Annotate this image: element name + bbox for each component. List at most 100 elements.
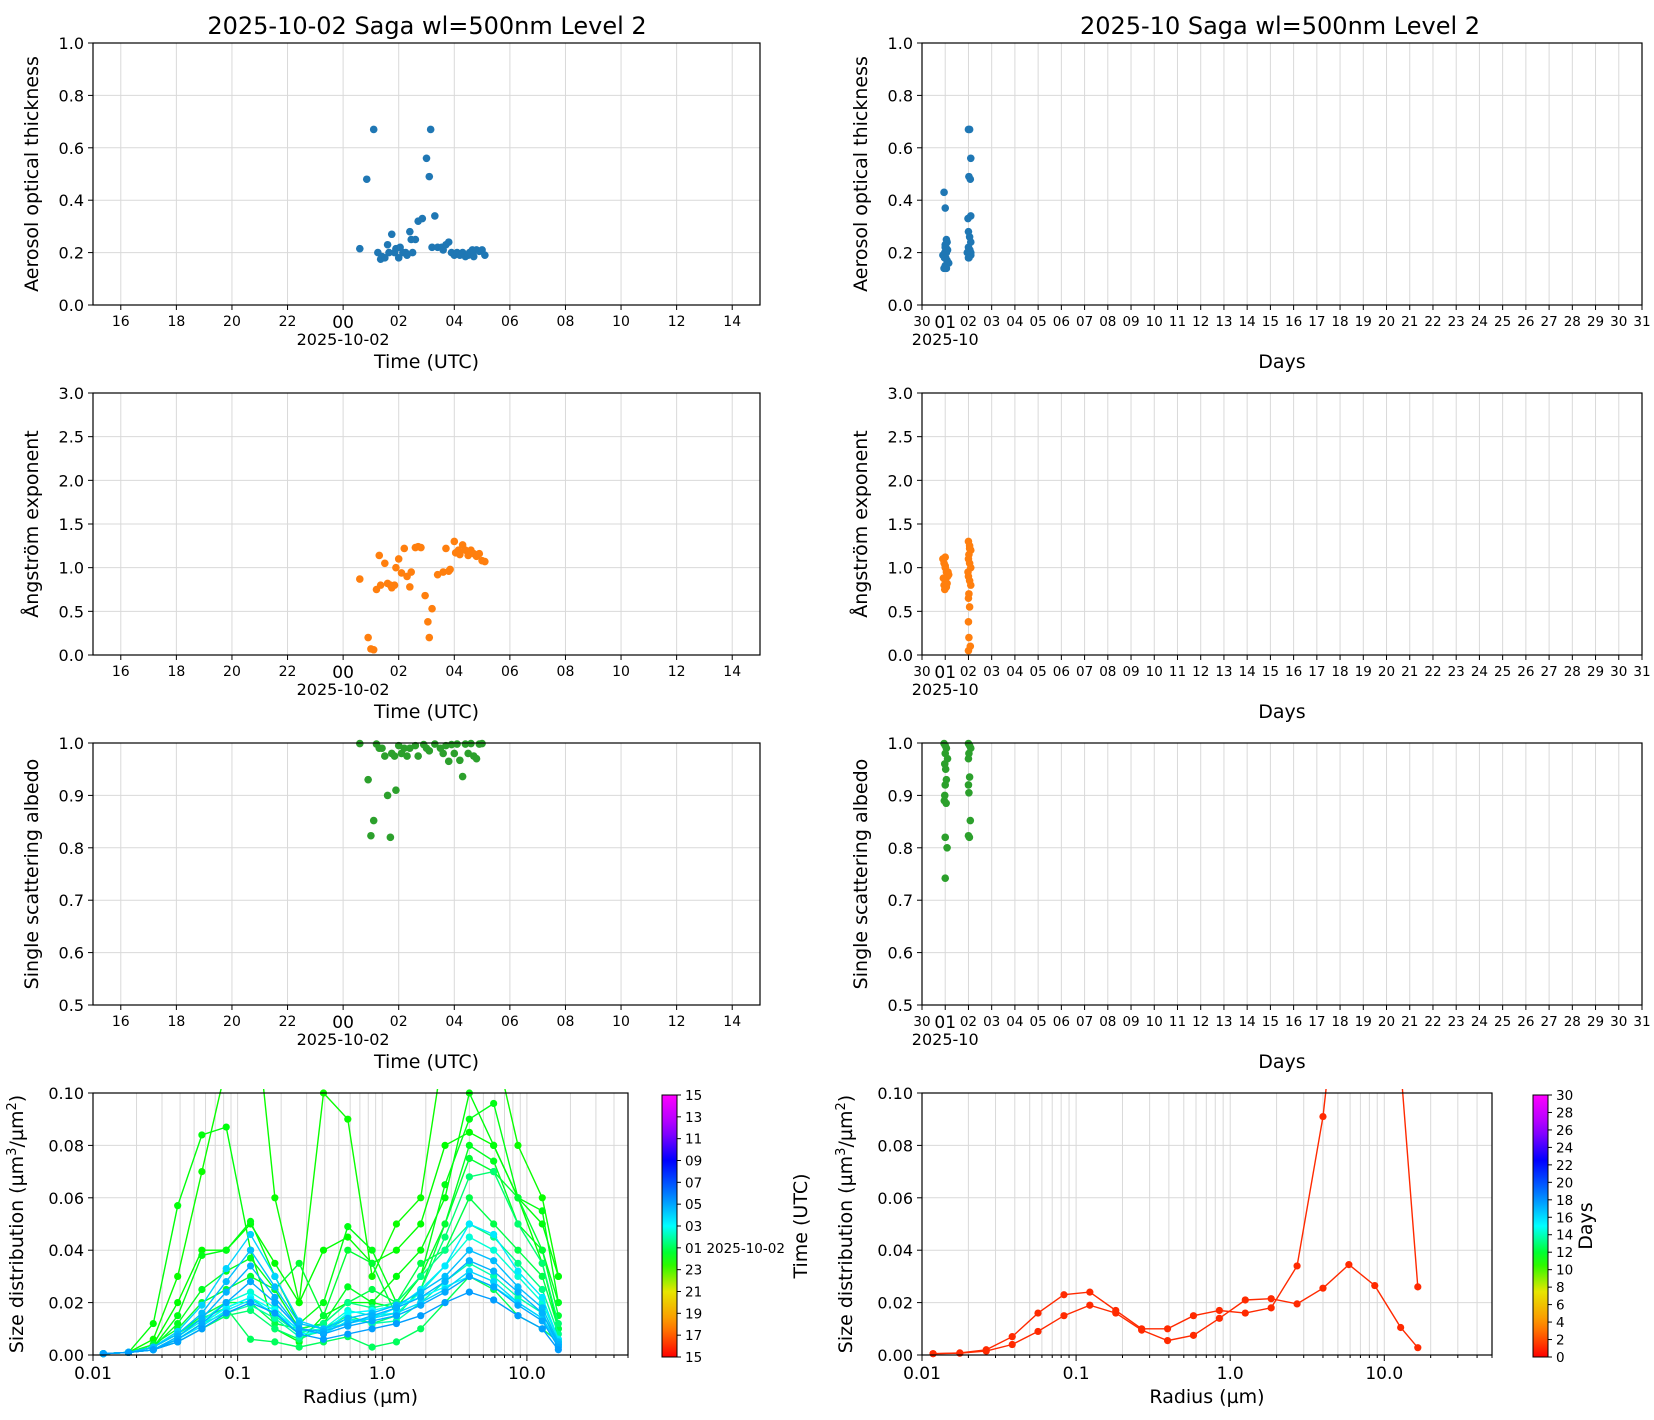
data-point — [397, 569, 406, 577]
data-point — [425, 633, 434, 642]
size-data-point — [554, 1346, 562, 1354]
size-data-point — [1060, 1312, 1068, 1320]
size-data-point — [465, 1141, 473, 1149]
plot-frame — [92, 42, 761, 306]
size-data-point — [929, 1350, 937, 1358]
x-axis-label: Time (UTC) — [373, 701, 479, 723]
x-date-label: 2025-10-02 — [297, 330, 390, 349]
size-data-point — [319, 1319, 328, 1328]
y-axis-label-part: ) — [6, 1095, 28, 1102]
x-tick-label: 10 — [1146, 1014, 1163, 1030]
x-tick-label: 23 — [1448, 314, 1465, 330]
x-tick-label: 20 — [223, 1014, 241, 1030]
size-data-point — [490, 1141, 498, 1149]
monthly-size-chart: 0.00 0.02 0.04 0.06 0.08 0.10 0.01 0.1 1.0 10.0 Ra… — [834, 1084, 1493, 1408]
x-tick-label: 18 — [167, 314, 185, 330]
x-tick-label: 13 — [1215, 664, 1232, 680]
x-tick-label: 31 — [1633, 1014, 1650, 1030]
data-point — [964, 214, 972, 223]
data-point — [390, 752, 399, 760]
y-tick-label: 0.4 — [888, 191, 913, 210]
y-axis-label: Ångström exponent — [849, 430, 872, 618]
x-tick-label: 00 — [332, 313, 354, 333]
size-data-point — [174, 1312, 182, 1320]
x-tick-label: 02 — [390, 314, 408, 330]
monthly-aot-chart: 0.00.20.40.60.81.030 01 02 03 04 05 06 07 08 09 10… — [850, 34, 1651, 373]
data-point — [425, 747, 434, 755]
size-data-point — [538, 1293, 546, 1301]
x-tick-label: 31 — [1633, 664, 1650, 680]
data-point — [364, 633, 372, 642]
size-data-point — [271, 1194, 279, 1202]
x-tick-label: 22 — [279, 1014, 297, 1030]
y-axis-label: Aerosol optical thickness — [850, 56, 872, 292]
x-tick-label: 14 — [723, 314, 741, 330]
y-tick-label: 0.8 — [59, 839, 84, 858]
size-data-point — [271, 1272, 279, 1280]
size-data-point — [514, 1220, 522, 1228]
data-point — [383, 240, 392, 249]
data-point — [426, 125, 435, 134]
data-point — [381, 752, 389, 760]
data-point — [428, 604, 436, 613]
data-point — [407, 568, 416, 576]
x-tick-label: 27 — [1541, 1014, 1558, 1030]
x-date-label: 2025-10-02 — [297, 680, 390, 699]
y-tick-label: 0.5 — [59, 602, 84, 621]
x-date-label: 2025-10 — [912, 330, 979, 349]
size-data-point — [392, 1304, 401, 1312]
data-point — [966, 175, 975, 184]
size-data-point — [1319, 1112, 1327, 1121]
x-tick-label: 21 — [1401, 664, 1418, 680]
colorbar-tick-label: 17 — [685, 1328, 702, 1344]
colorbar-tick-label: 11 — [685, 1132, 702, 1148]
size-data-point — [344, 1330, 352, 1338]
size-data-point — [271, 1319, 279, 1328]
data-point — [941, 781, 950, 789]
size-series-line — [103, 1102, 560, 1355]
size-series-line — [933, 1089, 1419, 1355]
x-tick-label: 04 — [445, 664, 463, 680]
size-data-point — [246, 1306, 255, 1315]
y-tick-label: 0.4 — [59, 191, 84, 210]
size-data-point — [246, 1262, 255, 1270]
x-tick-label: 07 — [1076, 1014, 1093, 1030]
x-tick-label: 05 — [1030, 314, 1047, 330]
x-tick-label: 08 — [557, 664, 575, 680]
data-point — [966, 154, 975, 163]
x-tick-label: 30 — [1610, 1014, 1627, 1030]
size-data-point — [295, 1259, 303, 1267]
size-data-point — [344, 1246, 352, 1254]
size-data-point — [441, 1037, 448, 1044]
size-data-point — [271, 1338, 279, 1346]
size-data-point — [554, 1299, 562, 1307]
x-tick-label: 10.0 — [508, 1364, 546, 1384]
size-data-point — [441, 1220, 449, 1228]
size-data-point — [1060, 1291, 1068, 1299]
size-data-point — [490, 1230, 498, 1239]
size-data-point — [344, 1299, 352, 1307]
size-data-point — [1112, 1309, 1120, 1317]
x-tick-label: 05 — [1030, 664, 1047, 680]
colorbar-tick-label: 4 — [1556, 1315, 1565, 1331]
data-point — [458, 772, 467, 781]
x-tick-label: 30 — [1610, 314, 1627, 330]
size-data-point — [1215, 1306, 1223, 1315]
size-data-point — [344, 1283, 352, 1291]
size-data-point — [465, 1246, 473, 1254]
x-tick-label: 30 — [1610, 664, 1627, 680]
size-data-point — [417, 1288, 425, 1296]
size-data-point — [222, 1123, 230, 1131]
x-tick-label: 02 — [390, 664, 408, 680]
size-data-point — [222, 1288, 230, 1296]
size-data-point — [1086, 1301, 1094, 1309]
data-point — [940, 188, 948, 197]
data-point — [390, 581, 399, 589]
y-axis-label-part: Size distribution (µm — [835, 1156, 857, 1353]
y-tick-label: 0.02 — [877, 1294, 913, 1313]
size-data-point — [392, 1246, 401, 1254]
x-tick-label: 15 — [1262, 664, 1279, 680]
size-data-point — [271, 1299, 279, 1307]
x-tick-label: 16 — [1285, 314, 1302, 330]
